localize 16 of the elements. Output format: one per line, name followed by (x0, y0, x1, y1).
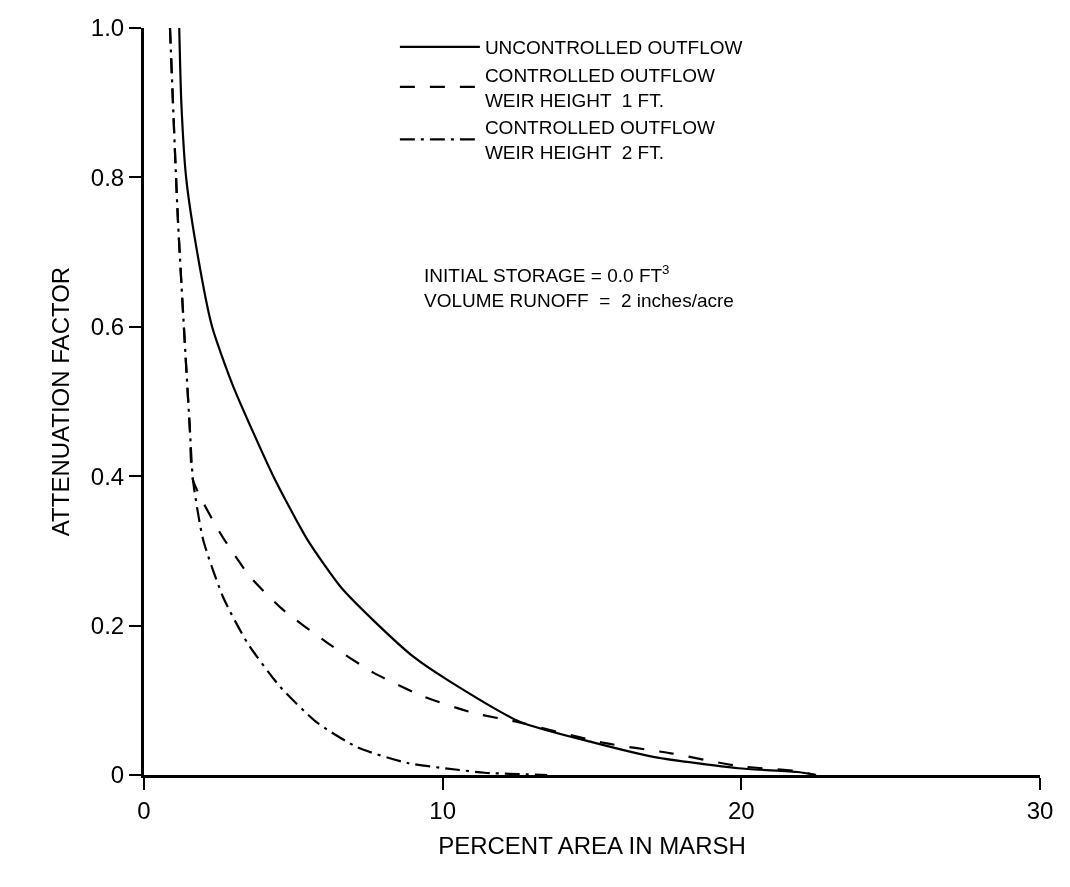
y-axis-title: ATTENUATION FACTOR (46, 266, 74, 537)
annotation: INITIAL STORAGE = 0.0 FT$^{3}$ VOLUME RUNOFF = 2 inches/acre (424, 262, 734, 311)
y-tick-label: 0 (110, 761, 125, 789)
legend-label: UNCONTROLLED OUTFLOW (484, 37, 743, 59)
y-tick-label: 0.2 (90, 612, 125, 639)
y-tick-label: 0.8 (90, 163, 125, 191)
y-tick-label: 0.4 (90, 462, 125, 490)
x-tick-label: 0 (137, 796, 151, 824)
x-tick-label: 20 (727, 796, 755, 824)
y-tick-label: 0.6 (90, 313, 125, 341)
y-tick-label: 1.0 (90, 14, 125, 42)
x-axis-title: PERCENT AREA IN MARSH (438, 832, 746, 860)
legend-label: CONTROLLED OUTFLOW WEIR HEIGHT 1 FT. (484, 64, 716, 111)
legend-label: CONTROLLED OUTFLOW WEIR HEIGHT 2 FT. (484, 117, 716, 164)
x-tick-label: 30 (1026, 796, 1054, 824)
x-tick-label: 10 (429, 796, 457, 824)
